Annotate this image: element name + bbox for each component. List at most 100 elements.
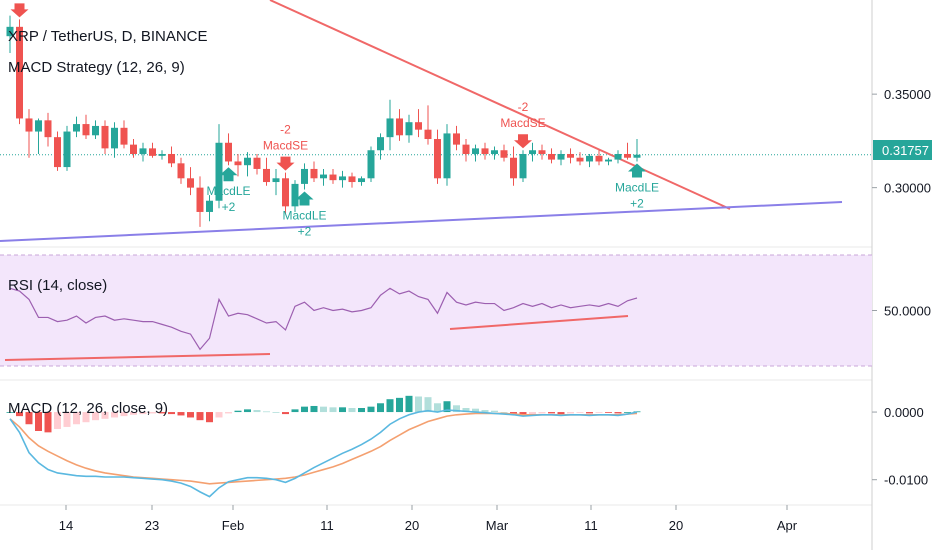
macd-histogram-bar[interactable] [377, 403, 384, 413]
candle[interactable] [196, 176, 204, 227]
candle-body[interactable] [329, 174, 337, 181]
candle[interactable] [358, 176, 365, 186]
candle[interactable] [462, 139, 470, 162]
candle[interactable] [443, 124, 451, 186]
candle[interactable] [614, 150, 622, 164]
candle-body[interactable] [586, 155, 593, 162]
candle[interactable] [339, 170, 346, 188]
candle[interactable] [139, 142, 147, 162]
macd-histogram-bar[interactable] [225, 412, 232, 414]
macd-signal-line[interactable] [9, 412, 638, 485]
macd-histogram-bar[interactable] [244, 409, 251, 413]
macd-histogram-bar[interactable] [196, 412, 204, 421]
candle-body[interactable] [424, 129, 432, 140]
macd-histogram-bar[interactable] [529, 412, 536, 415]
candle-body[interactable] [187, 178, 194, 188]
macd-histogram-bar[interactable] [253, 410, 261, 413]
candle[interactable] [538, 144, 546, 160]
macd-histogram-bar[interactable] [624, 412, 631, 413]
macd-histogram-bar[interactable] [263, 411, 270, 413]
candle[interactable] [291, 180, 299, 212]
price-axis[interactable]: 0.35000 0.30000 50.0000 0.0000 -0.0100 [872, 87, 931, 488]
macd-histogram-bar[interactable] [130, 412, 137, 415]
candle-body[interactable] [462, 144, 470, 154]
candle-body[interactable] [443, 133, 451, 179]
macd-histogram-bar[interactable] [339, 407, 346, 413]
macd-histogram-bar[interactable] [187, 412, 194, 418]
candle[interactable] [348, 172, 356, 188]
candle-body[interactable] [500, 150, 508, 158]
candle-body[interactable] [396, 118, 403, 136]
candle[interactable] [168, 146, 175, 168]
candle[interactable] [244, 152, 251, 177]
macd-line[interactable] [9, 409, 638, 498]
candle-body[interactable] [120, 127, 128, 145]
macd-histogram-bar[interactable] [177, 412, 185, 416]
macd-histogram-bar[interactable] [301, 406, 308, 413]
candle-body[interactable] [624, 153, 631, 158]
candle-body[interactable] [215, 142, 223, 201]
macd-histogram-bar[interactable] [272, 412, 280, 413]
candle[interactable] [377, 133, 384, 160]
macd-histogram-bar[interactable] [567, 412, 574, 414]
rsi-trendlines[interactable] [4, 315, 629, 361]
macd-histogram-bar[interactable] [462, 408, 470, 413]
macd-histogram-bar[interactable] [291, 409, 299, 413]
macd-histogram-bar[interactable] [329, 407, 337, 413]
macd-histogram-bar[interactable] [25, 412, 33, 425]
candle-body[interactable] [16, 26, 23, 119]
candle[interactable] [557, 150, 565, 166]
candle[interactable] [206, 195, 213, 222]
candle-body[interactable] [25, 118, 33, 132]
candle-body[interactable] [481, 148, 489, 154]
macd-histogram-bar[interactable] [633, 411, 641, 413]
candle[interactable] [386, 99, 394, 151]
macd-histogram-bar[interactable] [605, 412, 612, 413]
candle[interactable] [510, 146, 517, 186]
macd-histogram-bar[interactable] [92, 412, 99, 421]
macd-histogram-bar[interactable] [82, 412, 90, 423]
candle-body[interactable] [472, 148, 479, 154]
candle[interactable] [301, 163, 308, 190]
candle-body[interactable] [244, 157, 251, 166]
rsi-line[interactable] [9, 287, 638, 351]
candle[interactable] [633, 139, 641, 162]
candle[interactable] [25, 109, 33, 158]
candle-body[interactable] [196, 187, 204, 212]
macd-histogram-bar[interactable] [519, 412, 527, 415]
candle-body[interactable] [291, 183, 299, 207]
candle-body[interactable] [377, 137, 384, 151]
macd-series[interactable] [6, 395, 641, 498]
candle[interactable] [424, 105, 432, 145]
candlestick-series[interactable] [6, 15, 641, 227]
candle[interactable] [519, 150, 527, 183]
macd-histogram-bar[interactable] [149, 412, 156, 414]
candle-body[interactable] [453, 133, 460, 145]
macd-histogram-bar[interactable] [453, 405, 460, 413]
candle-body[interactable] [111, 127, 118, 149]
macd-histogram-bar[interactable] [320, 406, 327, 413]
candle-body[interactable] [348, 176, 356, 183]
macd-histogram-bar[interactable] [111, 412, 118, 418]
candle[interactable] [567, 148, 574, 164]
macd-histogram-bar[interactable] [548, 412, 555, 414]
descending-trendline[interactable] [269, 0, 731, 210]
macd-histogram-bar[interactable] [500, 412, 508, 413]
macd-histogram-bar[interactable] [158, 412, 166, 414]
macd-histogram-bar[interactable] [63, 412, 71, 427]
macd-histogram-bar[interactable] [396, 397, 403, 413]
candle[interactable] [158, 150, 166, 160]
candle-body[interactable] [301, 168, 308, 184]
macd-histogram-bar[interactable] [35, 412, 42, 431]
time-axis[interactable]: 14 23 Feb 11 20 Mar 11 20 Apr [59, 505, 798, 533]
rsi-trendline-left[interactable] [4, 353, 271, 361]
candle-body[interactable] [82, 124, 90, 136]
macd-histogram-bar[interactable] [386, 399, 394, 413]
candle[interactable] [130, 139, 137, 158]
candle-body[interactable] [263, 168, 270, 183]
macd-histogram-bar[interactable] [424, 397, 432, 413]
candle[interactable] [472, 144, 479, 162]
macd-histogram-bar[interactable] [348, 408, 356, 413]
rsi-line-series[interactable] [9, 287, 638, 351]
